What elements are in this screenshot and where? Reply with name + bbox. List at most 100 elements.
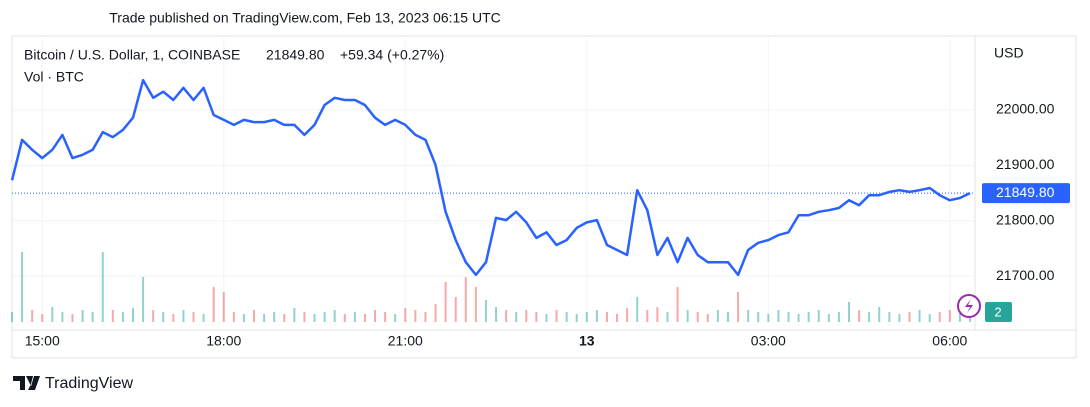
volume-bar <box>242 314 245 322</box>
volume-bar <box>434 304 437 322</box>
volume-bar <box>152 310 155 322</box>
volume-bar <box>343 314 346 322</box>
volume-bar <box>263 314 266 322</box>
volume-bar <box>878 307 881 322</box>
volume-bar <box>162 312 165 322</box>
volume-bar <box>101 252 104 322</box>
chart-frame <box>11 35 1077 359</box>
volume-bar <box>313 314 316 322</box>
volume-bar <box>132 308 135 322</box>
volume-bar <box>938 312 941 322</box>
volume-bar <box>928 314 931 322</box>
brand-name: TradingView <box>45 375 133 392</box>
volume-bar <box>394 314 397 322</box>
badge[interactable] <box>985 302 1012 322</box>
symbol-title: Bitcoin / U.S. Dollar, 1, COINBASE <box>24 47 240 63</box>
volume-bar <box>898 314 901 322</box>
volume-bar <box>767 314 770 322</box>
volume-bar <box>283 314 286 322</box>
published-note: Trade published on TradingView.com, Feb … <box>109 10 500 26</box>
volume-bar <box>958 312 961 322</box>
last-price-tag-label: 21849.80 <box>996 184 1055 200</box>
volume-bar <box>464 277 467 322</box>
volume-bar <box>575 314 578 322</box>
volume-bar <box>605 312 608 322</box>
volume-bar <box>253 310 256 322</box>
volume-bar <box>737 292 740 322</box>
y-tick-label: 22000.00 <box>996 101 1055 117</box>
alert-bolt <box>965 299 973 313</box>
volume-bar <box>303 312 306 322</box>
volume-bar <box>696 312 699 322</box>
x-tick-label: 18:00 <box>206 333 241 349</box>
volume-bar <box>636 297 639 322</box>
volume-bar <box>363 314 366 322</box>
volume-bar <box>616 314 619 322</box>
volume-bar <box>525 310 528 322</box>
volume-bar <box>515 312 518 322</box>
y-axis-label: USD <box>994 45 1024 61</box>
volume-bar <box>858 310 861 322</box>
volume-bar <box>172 314 175 322</box>
volume-label: Vol · BTC <box>24 69 84 85</box>
x-tick-label: 06:00 <box>932 333 967 349</box>
volume-bar <box>837 312 840 322</box>
volume-bar <box>293 308 296 322</box>
y-tick-label: 21900.00 <box>996 156 1055 172</box>
volume-bar <box>91 312 94 322</box>
volume-bar <box>424 312 427 322</box>
volume-bar <box>908 312 911 322</box>
volume-bar <box>797 314 800 322</box>
last-price-tag <box>982 183 1070 204</box>
volume-bar <box>656 307 659 322</box>
volume-bar <box>384 312 387 322</box>
price-change: +59.34 (+0.27%) <box>340 47 444 63</box>
badge-count: 2 <box>994 304 1001 319</box>
brand-logo <box>13 376 40 390</box>
volume-bar <box>444 282 447 322</box>
x-tick-label: 21:00 <box>388 333 423 349</box>
volume-bar <box>212 287 215 322</box>
volume-bar <box>565 312 568 322</box>
volume-bar <box>182 310 185 322</box>
volume-bar <box>353 312 356 322</box>
volume-bar <box>505 310 508 322</box>
volume-bar <box>757 312 760 322</box>
volume-bar <box>142 277 145 322</box>
volume-bar <box>192 312 195 322</box>
volume-bar <box>807 312 810 322</box>
volume-bar <box>948 310 951 322</box>
x-tick-label: 15:00 <box>25 333 60 349</box>
volume-bar <box>484 300 487 322</box>
volume-bar <box>817 310 820 322</box>
volume-bar <box>595 310 598 322</box>
volume-bar <box>11 312 13 322</box>
y-tick-label: 21800.00 <box>996 211 1055 227</box>
volume-bar <box>676 287 679 322</box>
volume-bar <box>414 310 417 322</box>
volume-bar <box>868 312 871 322</box>
volume-bar <box>273 312 276 322</box>
y-tick-label: 21700.00 <box>996 267 1055 283</box>
volume-bar <box>495 307 498 322</box>
volume-bar <box>888 312 891 322</box>
volume-bar <box>716 310 719 322</box>
volume-bar <box>555 310 558 322</box>
volume-bar <box>323 312 326 322</box>
volume-bar <box>646 310 649 322</box>
volume-bar <box>626 308 629 322</box>
volume-bar <box>686 310 689 322</box>
volume-bar <box>374 310 377 322</box>
x-tick-label: 03:00 <box>751 333 786 349</box>
volume-bar <box>969 314 971 322</box>
plot-area <box>10 38 975 322</box>
volume-bar <box>847 302 850 322</box>
volume-bar <box>918 310 921 322</box>
volume-bar <box>333 310 336 322</box>
volume-bar <box>21 252 24 322</box>
volume-bar <box>61 312 64 322</box>
volume-bar <box>111 310 114 322</box>
volume-bar <box>81 310 84 322</box>
volume-bar <box>787 312 790 322</box>
